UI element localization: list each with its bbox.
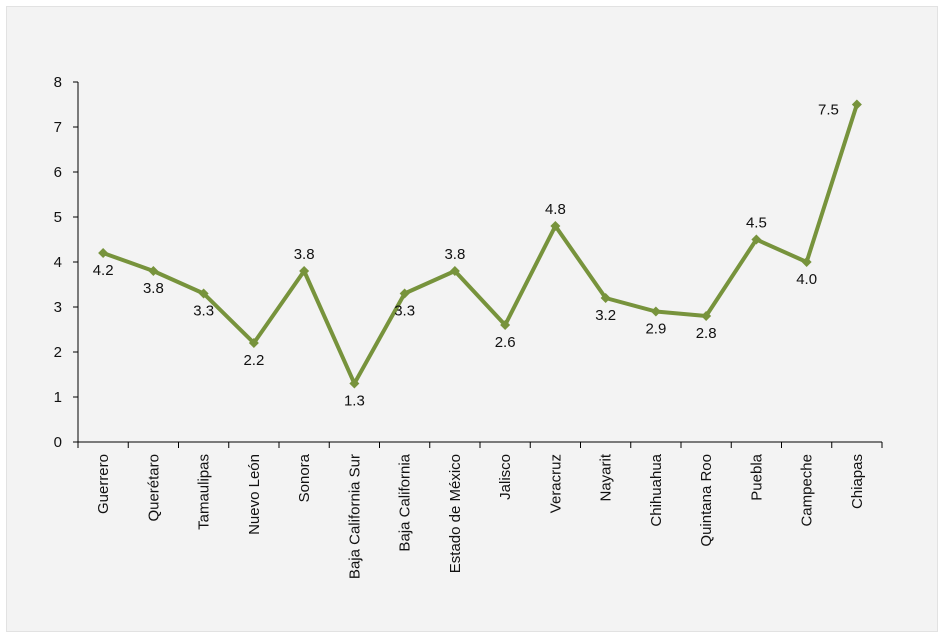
data-label: 2.2: [243, 352, 264, 369]
data-label: 2.6: [495, 334, 516, 351]
x-tick-label: Puebla: [748, 453, 765, 500]
y-tick-label: 0: [54, 434, 62, 451]
data-label: 3.3: [193, 303, 214, 320]
data-label: 2.8: [696, 325, 717, 342]
data-point: [600, 293, 611, 303]
y-tick-label: 7: [54, 119, 62, 136]
y-tick-label: 1: [54, 389, 62, 406]
data-label: 4.8: [545, 201, 566, 218]
data-point: [550, 221, 561, 231]
x-tick-label: Quintana Roo: [698, 454, 715, 547]
data-point: [248, 338, 259, 348]
x-tick-label: Chihuahua: [648, 453, 665, 526]
data-label: 4.5: [746, 215, 767, 232]
y-tick-label: 6: [54, 164, 62, 181]
x-tick-label: Campeche: [799, 454, 816, 527]
data-label: 4.0: [796, 271, 817, 288]
data-point: [198, 288, 209, 299]
y-tick-label: 5: [54, 209, 62, 226]
data-point: [148, 266, 159, 276]
x-tick-label: Jalisco: [497, 454, 514, 500]
data-point: [399, 288, 410, 299]
data-point: [801, 257, 812, 267]
data-label: 3.8: [294, 246, 315, 263]
y-tick-label: 3: [54, 299, 62, 316]
data-label: 3.8: [444, 246, 465, 263]
data-point: [98, 248, 109, 258]
data-label: 4.2: [93, 262, 114, 279]
x-tick-label: Baja California: [397, 453, 414, 551]
data-point: [851, 99, 862, 110]
x-tick-label: Nuevo León: [246, 454, 263, 535]
x-tick-label: Chiapas: [849, 454, 866, 509]
data-label: 2.9: [645, 321, 666, 338]
series-group: [98, 99, 862, 389]
series-line: [102, 103, 859, 386]
x-tick-labels: Guerrero Querétaro Tamaulipas Nuevo León Son…: [95, 453, 866, 579]
chart-axes: [73, 81, 883, 448]
x-tick-label: Baja California Sur: [346, 454, 363, 579]
y-tick-labels: 0 1 2 3 4 5 6 7 8: [54, 74, 62, 451]
x-tick-label: Veracruz: [547, 454, 564, 513]
data-point: [751, 234, 762, 245]
x-tick-label: Guerrero: [95, 454, 112, 514]
data-point: [701, 311, 712, 321]
y-tick-label: 2: [54, 344, 62, 361]
data-point: [449, 266, 460, 276]
data-label: 7.5: [818, 102, 839, 119]
x-tick-label: Sonora: [296, 453, 313, 502]
x-tick-label: Tamaulipas: [196, 454, 213, 530]
data-point: [650, 306, 661, 317]
data-label: 3.3: [394, 303, 415, 320]
data-labels: 4.2 3.8 3.3 2.2 3.8 1.3 3.3 3.8 2.6 4.8 3.2 2.9 2.8 4…: [93, 102, 839, 410]
x-tick-label: Querétaro: [145, 454, 162, 522]
y-tick-label: 4: [54, 254, 62, 271]
data-point: [500, 320, 511, 330]
x-tick-label: Nayarit: [598, 453, 615, 501]
y-tick-label: 8: [54, 74, 62, 91]
x-tick-label: Estado de México: [447, 454, 464, 573]
chart-frame: [6, 6, 938, 632]
data-label: 3.8: [143, 280, 164, 297]
data-point: [349, 378, 360, 389]
data-point: [299, 266, 310, 276]
data-label: 1.3: [344, 393, 365, 410]
data-label: 3.2: [595, 307, 616, 324]
